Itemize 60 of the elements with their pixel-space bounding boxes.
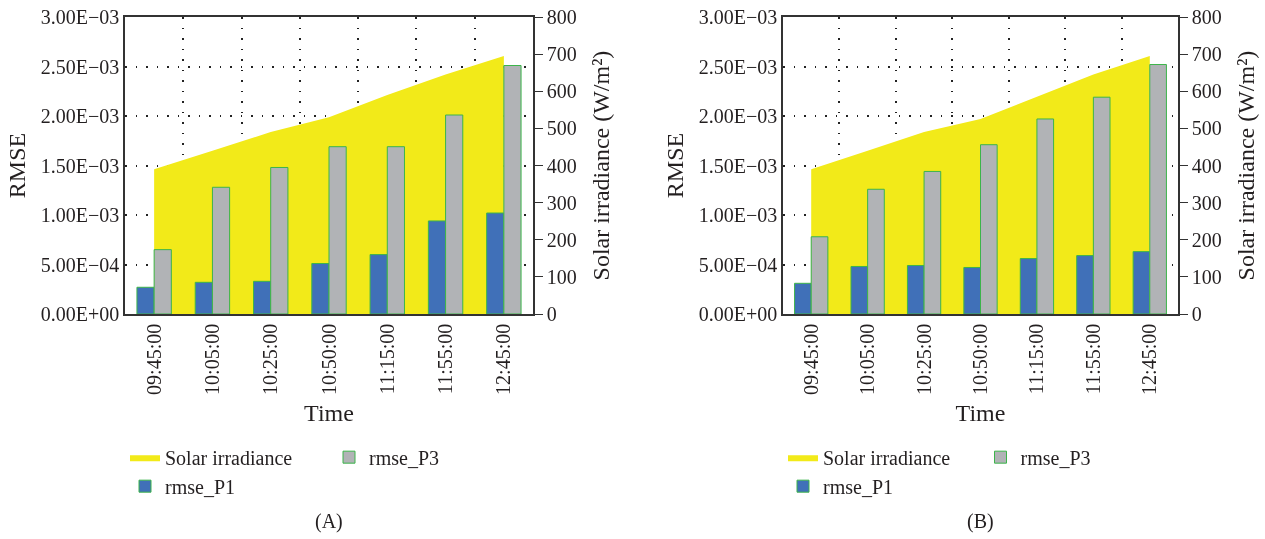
legend-label: rmse_P1 (165, 475, 235, 498)
y-tick-label: 1.50E−03 (698, 154, 778, 177)
y-tick-label: 2.50E−03 (40, 55, 120, 78)
x-tick-label: 09:45:00 (799, 323, 822, 395)
y-axis-title: RMSE (4, 132, 31, 199)
x-tick-label: 10:05:00 (200, 323, 223, 395)
y2-tick-label: 600 (546, 80, 577, 103)
legend-label: rmse_P1 (823, 475, 893, 498)
y-tick-label: 5.00E−04 (40, 253, 120, 276)
y-tick-label: 0.00E+00 (40, 303, 120, 325)
x-axis-title: Time (955, 399, 1006, 426)
y-tick-label: 1.50E−03 (40, 154, 120, 177)
y2-tick-label: 800 (1191, 6, 1222, 28)
y-tick-label: 0.00E+00 (698, 303, 778, 325)
x-tick-label: 11:55:00 (434, 323, 457, 395)
y-tick-label: 2.00E−03 (698, 105, 778, 127)
y-tick-label: 3.00E−03 (40, 6, 120, 28)
y2-tick-label: 500 (546, 117, 577, 140)
y-axis-title: RMSE (662, 132, 689, 199)
y2-tick-label: 300 (1191, 191, 1222, 214)
y2-tick-label: 100 (546, 265, 577, 288)
x-tick-label: 10:05:00 (856, 323, 879, 395)
y2-tick-label: 200 (546, 228, 577, 251)
y2-tick-label: 400 (546, 154, 577, 177)
y2-tick-label: 300 (546, 191, 577, 214)
legend-label: rmse_P3 (1020, 446, 1091, 469)
y2-tick-label: 600 (1191, 80, 1222, 103)
x-tick-label: 11:15:00 (1025, 323, 1048, 395)
y2-tick-label: 200 (1191, 228, 1222, 251)
y-tick-label: 2.50E−03 (698, 55, 778, 78)
y2-tick-label: 800 (546, 6, 577, 28)
y2-tick-label: 700 (1191, 43, 1222, 66)
y2-tick-label: 0 (546, 303, 557, 325)
x-tick-label: 11:15:00 (375, 323, 398, 395)
x-tick-label: 09:45:00 (142, 323, 165, 395)
x-tick-label: 10:25:00 (259, 323, 282, 395)
y2-axis-title: Solar irradiance (W/m²) (587, 50, 614, 281)
y-tick-label: 2.00E−03 (40, 105, 120, 127)
y2-tick-label: 100 (1191, 265, 1222, 288)
legend-label: rmse_P3 (369, 446, 439, 469)
x-tick-label: 12:45:00 (1138, 323, 1161, 395)
x-tick-label: 10:25:00 (912, 323, 935, 395)
x-tick-label: 12:45:00 (492, 323, 515, 395)
legend-label: Solar irradiance (165, 446, 293, 469)
legend-label: Solar irradiance (823, 446, 951, 469)
y-tick-label: 3.00E−03 (698, 6, 778, 28)
y-tick-label: 1.00E−03 (698, 204, 778, 226)
y2-axis-title: Solar irradiance (W/m²) (1232, 50, 1259, 281)
x-axis-title: Time (304, 399, 354, 426)
text: (B) (967, 510, 994, 533)
y2-tick-label: 700 (546, 43, 577, 66)
x-tick-label: 11:55:00 (1081, 323, 1104, 395)
x-tick-label: 10:50:00 (317, 323, 340, 395)
text: (A) (315, 510, 343, 533)
x-tick-label: 10:50:00 (969, 323, 991, 395)
y-tick-label: 1.00E−03 (40, 204, 120, 226)
y-tick-label: 5.00E−04 (698, 253, 778, 276)
y2-tick-label: 0 (1191, 303, 1202, 325)
y2-tick-label: 500 (1191, 117, 1222, 140)
y2-tick-label: 400 (1191, 154, 1222, 177)
